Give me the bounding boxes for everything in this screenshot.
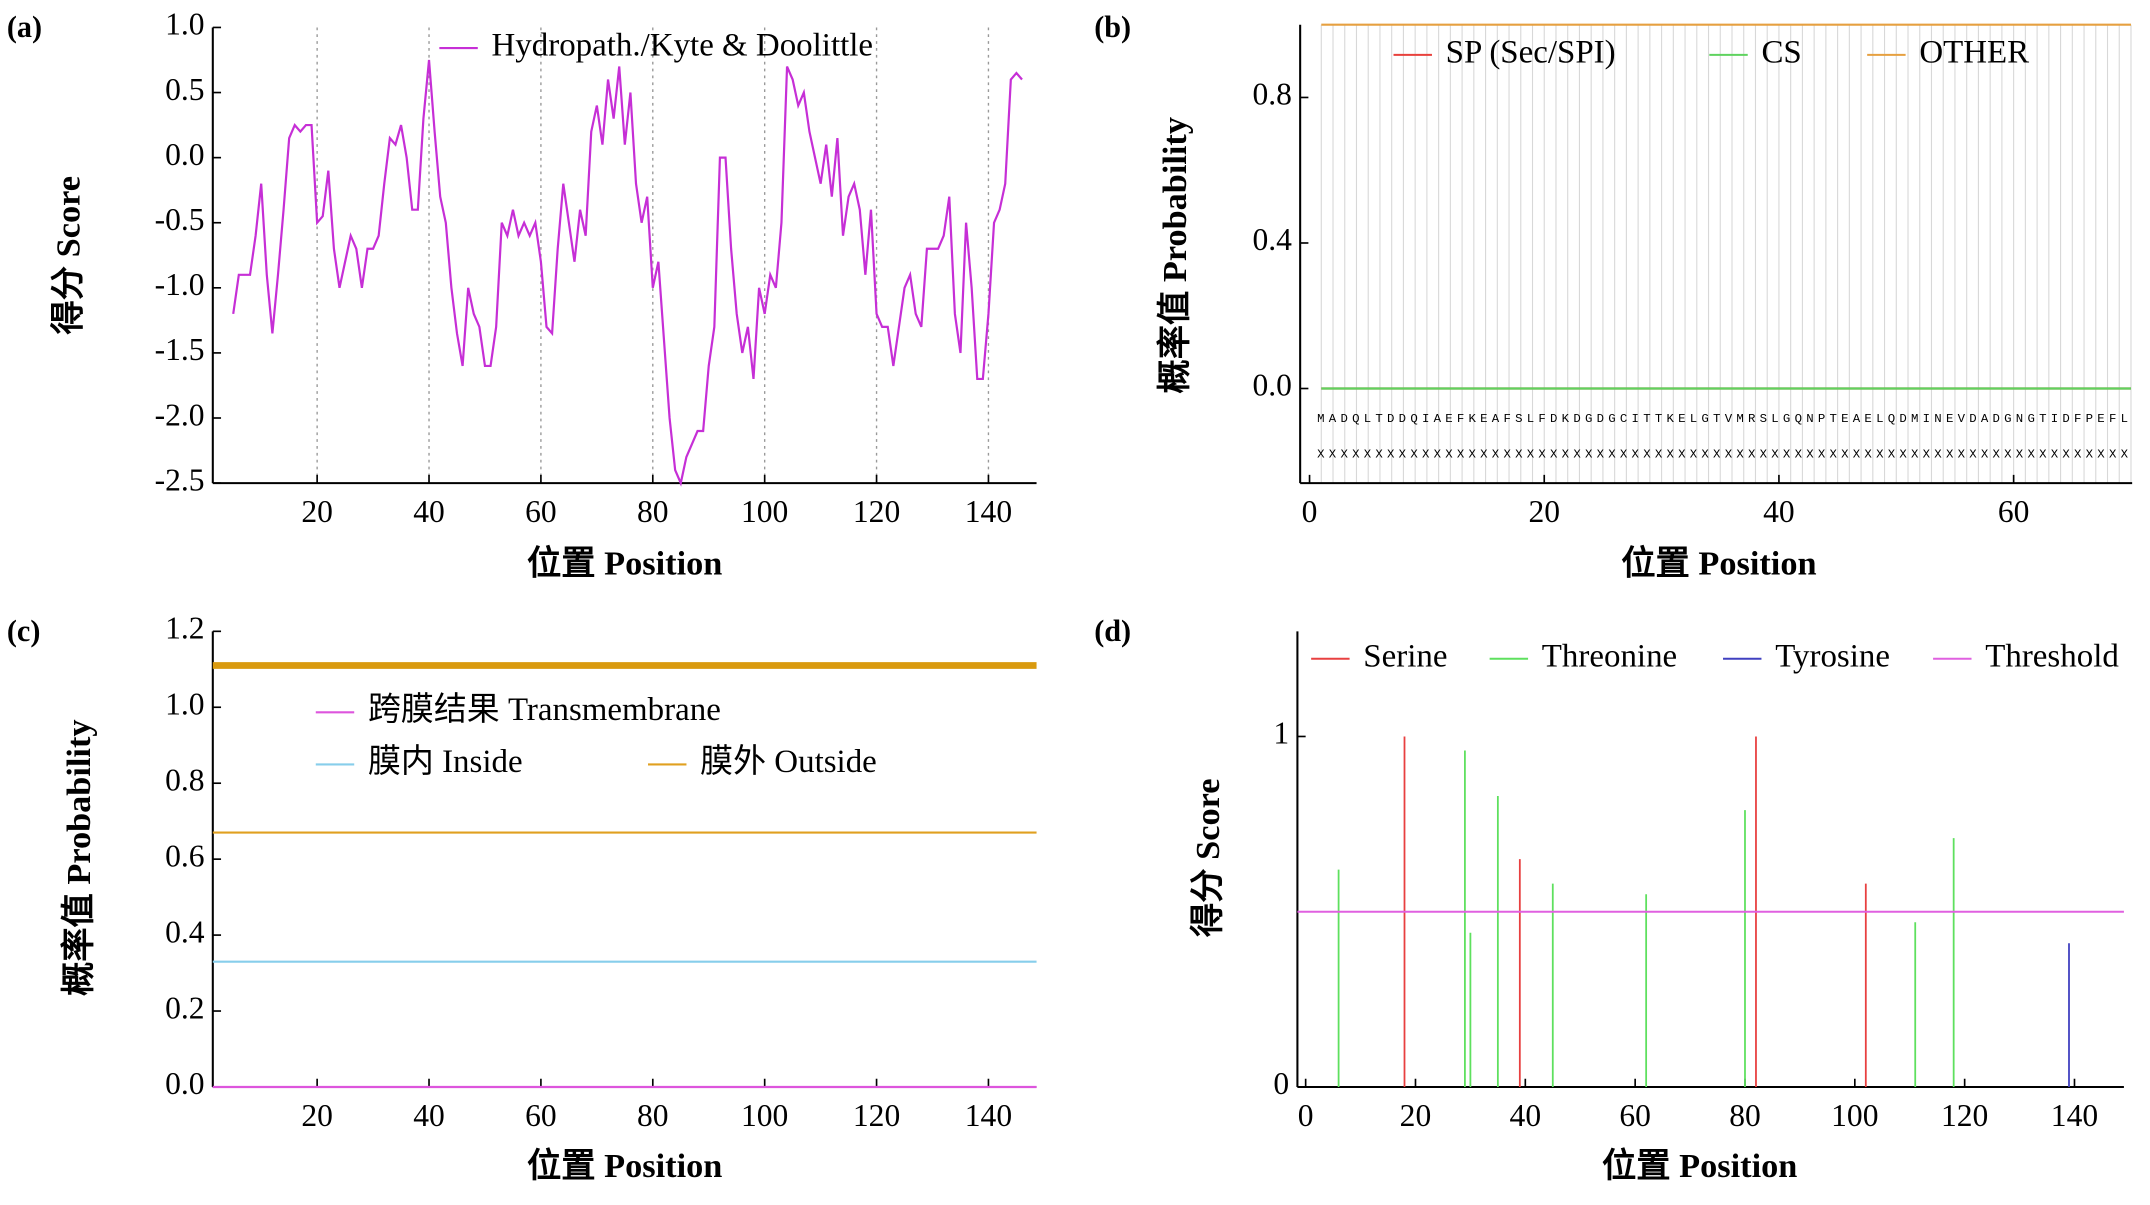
y-tick-label: -1.0 bbox=[155, 267, 205, 302]
x-tick-label: 60 bbox=[525, 1098, 557, 1133]
y-tick-label: 0 bbox=[1273, 1066, 1289, 1101]
y-tick-label: 0.4 bbox=[165, 914, 205, 949]
y-tick-label: 0.5 bbox=[165, 72, 204, 107]
legend-label: Hydropath./Kyte & Doolittle bbox=[492, 28, 874, 64]
legend-label: 膜外 Outside bbox=[700, 743, 877, 780]
x-tick-label: 40 bbox=[1510, 1098, 1542, 1133]
x-tick-label: 140 bbox=[965, 494, 1012, 529]
x-tick-label: 0 bbox=[1298, 1098, 1314, 1133]
x-tick-label: 20 bbox=[1528, 494, 1560, 529]
panel-label: (a) bbox=[7, 10, 42, 44]
y-tick-label: 0.8 bbox=[1252, 77, 1291, 112]
y-tick-label: -0.5 bbox=[155, 202, 205, 237]
x-tick-label: 40 bbox=[413, 494, 445, 529]
y-tick-label: -2.5 bbox=[155, 462, 205, 497]
prediction: XXXXXXXXXXXXXXXXXXXXXXXXXXXXXXXXXXXXXXXX… bbox=[1317, 448, 2128, 462]
x-tick-label: 60 bbox=[525, 494, 557, 529]
y-tick-label: -2.0 bbox=[155, 397, 205, 432]
x-axis-label: 位置 Position bbox=[1602, 1147, 1797, 1185]
x-axis-label: 位置 Position bbox=[527, 1147, 722, 1185]
y-tick-label: 0.0 bbox=[165, 1066, 204, 1101]
x-tick-label: 120 bbox=[853, 494, 900, 529]
y-tick-label: -1.5 bbox=[155, 332, 205, 367]
x-tick-label: 80 bbox=[1729, 1098, 1761, 1133]
x-axis-label: 位置 Position bbox=[1621, 545, 1816, 583]
x-tick-label: 0 bbox=[1302, 494, 1318, 529]
y-tick-label: 0.0 bbox=[1252, 368, 1291, 403]
legend-label: SP (Sec/SPI) bbox=[1446, 34, 1616, 70]
y-axis-label: 得分 Score bbox=[1189, 779, 1227, 938]
x-tick-label: 40 bbox=[413, 1098, 445, 1133]
x-tick-label: 140 bbox=[2051, 1098, 2098, 1133]
x-tick-label: 60 bbox=[1998, 494, 2030, 529]
x-tick-label: 20 bbox=[301, 1098, 333, 1133]
y-tick-label: 0.2 bbox=[165, 990, 204, 1025]
legend-label: Threshold bbox=[1985, 638, 2119, 674]
panel-label: (b) bbox=[1094, 10, 1131, 44]
x-tick-label: 60 bbox=[1619, 1098, 1651, 1133]
y-tick-label: 1 bbox=[1273, 716, 1289, 751]
panel-label: (c) bbox=[7, 614, 41, 648]
x-tick-label: 120 bbox=[1941, 1098, 1988, 1133]
x-tick-label: 80 bbox=[637, 1098, 669, 1133]
legend-label: Serine bbox=[1363, 638, 1447, 674]
x-tick-label: 100 bbox=[1831, 1098, 1878, 1133]
legend-label: 膜内 Inside bbox=[368, 743, 523, 780]
y-tick-label: 0.8 bbox=[165, 762, 204, 797]
y-tick-label: 0.4 bbox=[1252, 222, 1292, 257]
y-tick-label: 0.6 bbox=[165, 838, 204, 873]
x-tick-label: 40 bbox=[1763, 494, 1795, 529]
x-tick-label: 20 bbox=[1400, 1098, 1432, 1133]
legend-label: CS bbox=[1761, 34, 1801, 70]
legend-label: Tyrosine bbox=[1775, 638, 1890, 674]
y-axis-label: 概率值 Probability bbox=[1156, 117, 1194, 394]
y-tick-label: 1.0 bbox=[165, 7, 204, 42]
y-tick-label: 0.0 bbox=[165, 137, 204, 172]
x-tick-label: 80 bbox=[637, 494, 669, 529]
legend-label: 跨膜结果 Transmembrane bbox=[368, 691, 721, 728]
x-axis-label: 位置 Position bbox=[527, 545, 722, 583]
x-tick-label: 140 bbox=[965, 1098, 1012, 1133]
y-tick-label: 1.2 bbox=[165, 611, 204, 646]
x-tick-label: 100 bbox=[741, 494, 788, 529]
y-axis-label: 得分 Score bbox=[49, 176, 87, 335]
y-axis-label: 概率值 Probability bbox=[60, 719, 98, 996]
x-tick-label: 20 bbox=[301, 494, 333, 529]
series-line bbox=[232, 59, 1023, 487]
y-tick-label: 1.0 bbox=[165, 687, 204, 722]
x-tick-label: 100 bbox=[741, 1098, 788, 1133]
legend-label: OTHER bbox=[1919, 34, 2029, 70]
sequence: MADQLTDDQIAEFKEAFSLFDKDGDGCITTKELGTVMRSL… bbox=[1317, 412, 2128, 426]
legend-label: Threonine bbox=[1542, 638, 1677, 674]
x-tick-label: 120 bbox=[853, 1098, 900, 1133]
panel-label: (d) bbox=[1094, 614, 1131, 648]
